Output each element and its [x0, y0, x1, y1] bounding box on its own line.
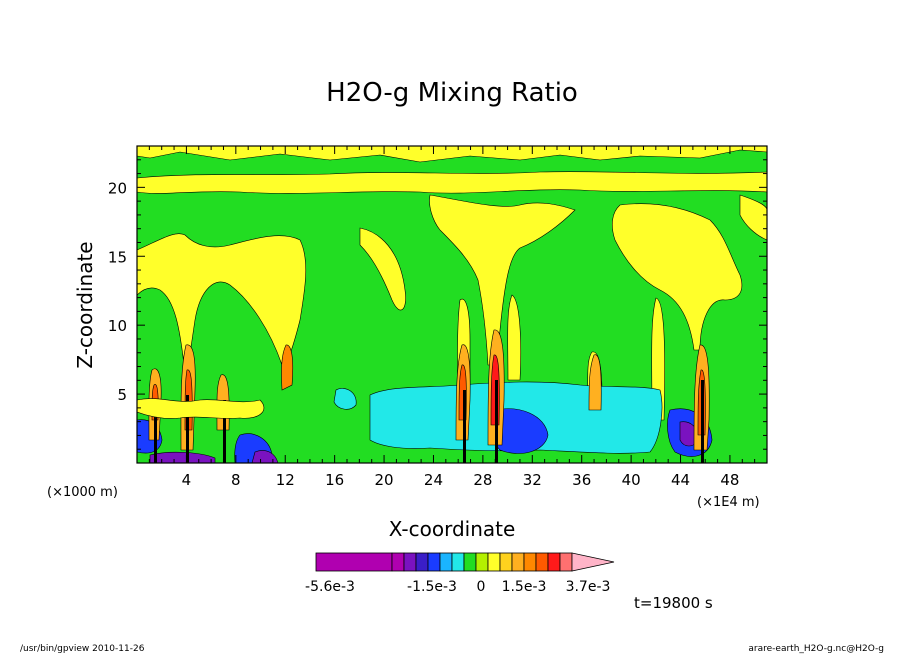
x-tick-label: 12	[276, 471, 295, 489]
footer-left: /usr/bin/gpview 2010-11-26	[20, 644, 145, 654]
colorbar	[315, 552, 615, 572]
x-tick-label: 48	[720, 471, 739, 489]
purple-bottom-right	[251, 450, 279, 463]
x-unit-right: (×1E4 m)	[697, 495, 760, 510]
colorbar-swatch	[487, 552, 501, 572]
x-tick-label: 8	[231, 471, 241, 489]
colorbar-label: -5.6e-3	[305, 579, 355, 595]
x-tick-label: 24	[424, 471, 443, 489]
plot-frame	[136, 145, 768, 464]
colorbar-swatch	[475, 552, 489, 572]
colorbar-arrow	[571, 552, 615, 572]
x-unit-left: (×1000 m)	[47, 485, 118, 500]
colorbar-swatch	[439, 552, 453, 572]
contour-column	[223, 400, 226, 463]
colorbar-swatch	[499, 552, 513, 572]
upper-yellow-layer	[137, 146, 767, 163]
colorbar-swatch	[523, 552, 537, 572]
footer-right: arare-earth_H2O-g.nc@H2O-g	[748, 644, 884, 654]
y-tick-label: 5	[117, 386, 127, 404]
contour-column	[495, 380, 498, 463]
y-tick-label: 20	[108, 179, 127, 197]
x-axis-label: X-coordinate	[389, 517, 516, 541]
dense-contour-columns	[154, 380, 704, 463]
y-axis-ticks: 5 10 15 20	[108, 159, 767, 450]
colorbar-label: 3.7e-3	[566, 579, 611, 595]
colorbar-label: 1.5e-3	[502, 579, 547, 595]
cyan-region-left	[333, 388, 357, 410]
plume-core-x37	[588, 354, 602, 411]
colorbar-swatch	[415, 552, 429, 572]
colorbar-swatch	[403, 552, 417, 572]
yellow-blob-center	[359, 227, 406, 311]
x-tick-label: 16	[325, 471, 344, 489]
contour-column	[463, 390, 466, 463]
colorbar-swatch	[463, 552, 477, 572]
time-label: t=19800 s	[634, 594, 713, 612]
colorbar-label: -1.5e-3	[407, 579, 457, 595]
x-tick-label: 36	[572, 471, 591, 489]
contour-column	[154, 400, 157, 463]
low-yellow-band	[137, 398, 265, 419]
plume-core-x12	[281, 344, 294, 391]
x-tick-label: 4	[182, 471, 192, 489]
x-tick-label: 32	[523, 471, 542, 489]
x-axis-ticks: 4 8 12 16 20 24 28 32 36 40 44 48	[148, 146, 756, 489]
contour-column	[701, 380, 704, 463]
colorbar-labels: -5.6e-3 -1.5e-3 0 1.5e-3 3.7e-3	[305, 579, 610, 595]
yellow-blob-left	[137, 233, 307, 366]
colorbar-label: 0	[477, 579, 486, 595]
x-tick-label: 28	[473, 471, 492, 489]
yellow-plume-x31	[507, 294, 522, 381]
x-tick-label: 44	[671, 471, 690, 489]
y-tick-label: 10	[108, 317, 127, 335]
x-tick-label: 20	[375, 471, 394, 489]
x-tick-label: 40	[622, 471, 641, 489]
colorbar-swatch	[451, 552, 465, 572]
y-axis-label: Z-coordinate	[73, 241, 97, 368]
contour-field	[137, 146, 767, 463]
colorbar-swatch	[535, 552, 549, 572]
yellow-band-z20	[137, 171, 767, 194]
yellow-blob-far-right	[739, 194, 767, 241]
colorbar-swatch	[427, 552, 441, 572]
chart-title: H2O-g Mixing Ratio	[326, 78, 578, 108]
colorbar-swatch	[315, 552, 393, 572]
y-tick-label: 15	[108, 248, 127, 266]
yellow-blob-right	[611, 203, 743, 351]
colorbar-swatch	[559, 552, 573, 572]
yellow-blob-mid	[429, 194, 576, 366]
contour-column	[186, 395, 189, 463]
colorbar-swatch	[391, 552, 405, 572]
colorbar-swatch	[547, 552, 561, 572]
colorbar-swatch	[511, 552, 525, 572]
